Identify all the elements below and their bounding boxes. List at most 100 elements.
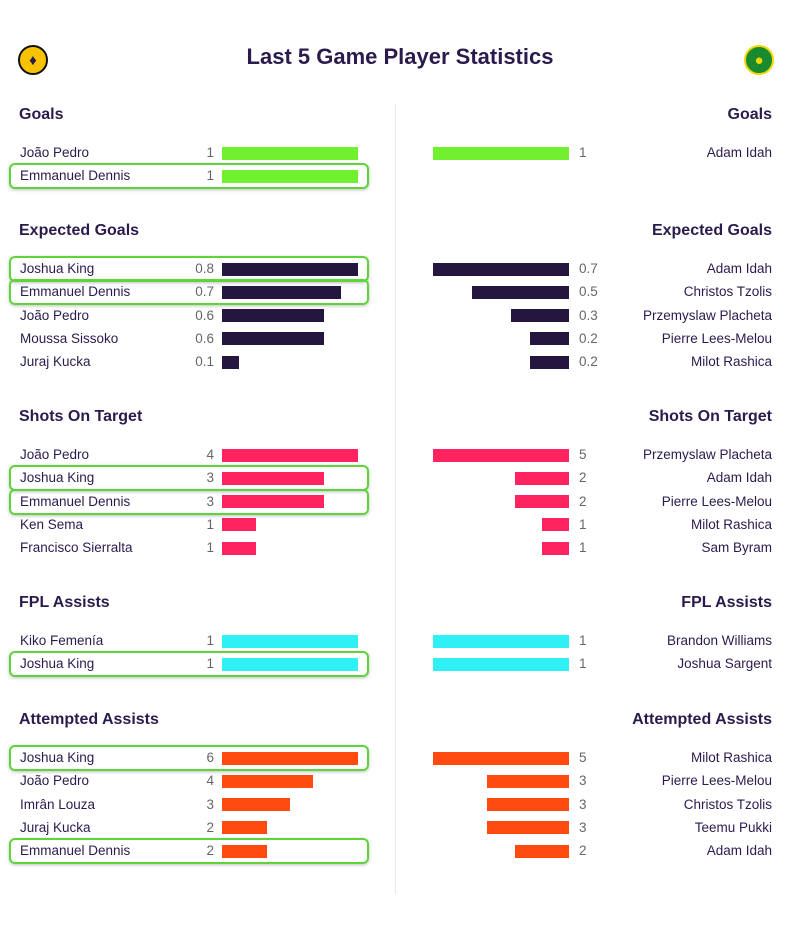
bar (222, 634, 358, 648)
bar (514, 844, 569, 858)
hornet-glyph-icon: ♦ (29, 51, 37, 69)
bar (487, 774, 569, 788)
value-label: 4 (206, 447, 214, 462)
player-name: Milot Rashica (690, 750, 772, 765)
value-label: 1 (206, 168, 214, 184)
bar (222, 774, 313, 788)
value-label: 2 (206, 843, 214, 859)
center-divider (395, 104, 396, 894)
value-label: 4 (206, 773, 214, 789)
value-label: 5 (579, 750, 587, 765)
player-name: Emmanuel Dennis (20, 168, 131, 184)
value-label: 0.6 (195, 330, 214, 346)
stat-title-left: Shots On Target (19, 408, 143, 425)
bar (487, 821, 569, 835)
player-name: Francisco Sierralta (20, 540, 133, 556)
bar (487, 798, 569, 812)
bar (530, 355, 569, 369)
value-label: 1 (579, 656, 587, 672)
bar (514, 471, 569, 485)
player-name: Przemyslaw Placheta (642, 447, 772, 462)
stat-title-right: Shots On Target (648, 408, 772, 425)
player-name: Sam Byram (701, 540, 772, 556)
player-name: Joshua King (20, 261, 95, 276)
player-name: Juraj Kucka (20, 819, 91, 835)
value-label: 3 (206, 493, 214, 509)
bar (433, 657, 569, 671)
player-name: Milot Rashica (690, 516, 772, 532)
bar (222, 751, 358, 765)
player-name: Brandon Williams (666, 633, 772, 648)
player-name: Adam Idah (706, 843, 772, 859)
header: ♦ Last 5 Game Player Statistics ● (0, 0, 800, 120)
bar (222, 146, 358, 160)
player-name: João Pedro (20, 307, 90, 323)
player-name: Emmanuel Dennis (20, 493, 131, 509)
stat-title-right: Expected Goals (651, 222, 772, 239)
bar (433, 448, 569, 462)
value-label: 0.1 (195, 354, 214, 370)
value-label: 2 (579, 843, 587, 859)
player-name: Moussa Sissoko (20, 330, 119, 346)
player-name: Emmanuel Dennis (20, 284, 131, 300)
value-label: 1 (579, 516, 587, 532)
value-label: 0.7 (579, 261, 598, 276)
value-label: 1 (206, 145, 214, 160)
bar (222, 262, 358, 276)
player-name: Ken Sema (20, 516, 84, 532)
player-name: Juraj Kucka (20, 354, 91, 370)
stat-title-left: FPL Assists (19, 594, 110, 611)
player-name: Milot Rashica (690, 354, 772, 370)
value-label: 0.8 (195, 261, 214, 276)
bar (222, 355, 239, 369)
bar (222, 285, 341, 299)
value-label: 0.5 (579, 284, 598, 300)
watford-badge-icon: ♦ (18, 45, 48, 75)
value-label: 2 (579, 493, 587, 509)
bar (222, 518, 256, 532)
player-name: Christos Tzolis (683, 796, 772, 812)
player-name: Imrân Louza (20, 796, 96, 812)
value-label: 0.6 (195, 307, 214, 323)
stat-title-left: Goals (19, 106, 64, 123)
bar (222, 332, 324, 346)
value-label: 2 (206, 819, 214, 835)
value-label: 1 (206, 633, 214, 648)
player-name: Teemu Pukki (694, 819, 772, 835)
player-name: Adam Idah (706, 470, 772, 486)
bar (510, 309, 569, 323)
value-label: 6 (206, 750, 214, 765)
stat-title-right: FPL Assists (681, 594, 772, 611)
bar (514, 495, 569, 509)
value-label: 2 (579, 470, 587, 486)
canary-glyph-icon: ● (754, 51, 764, 69)
bar (222, 657, 358, 671)
player-name: Adam Idah (706, 145, 772, 160)
value-label: 1 (579, 540, 587, 556)
bar (222, 169, 358, 183)
value-label: 0.7 (195, 284, 214, 300)
norwich-badge-icon: ● (744, 45, 774, 75)
player-name: Kiko Femenía (20, 633, 104, 648)
bar (222, 798, 290, 812)
player-name: Pierre Lees-Melou (661, 773, 772, 789)
bar (541, 518, 569, 532)
value-label: 1 (206, 516, 214, 532)
bar (222, 448, 358, 462)
value-label: 0.3 (579, 307, 598, 323)
value-label: 1 (206, 656, 214, 672)
stat-title-left: Attempted Assists (19, 711, 159, 728)
bar (222, 844, 268, 858)
player-name: Pierre Lees-Melou (661, 330, 772, 346)
bar (433, 634, 569, 648)
bar (222, 309, 324, 323)
player-name: Emmanuel Dennis (20, 843, 131, 859)
value-label: 3 (206, 470, 214, 486)
value-label: 3 (579, 773, 587, 789)
bar (222, 495, 324, 509)
bar (471, 285, 569, 299)
value-label: 5 (579, 447, 587, 462)
player-name: Joshua King (20, 656, 95, 672)
bar (222, 541, 256, 555)
bar (530, 332, 569, 346)
